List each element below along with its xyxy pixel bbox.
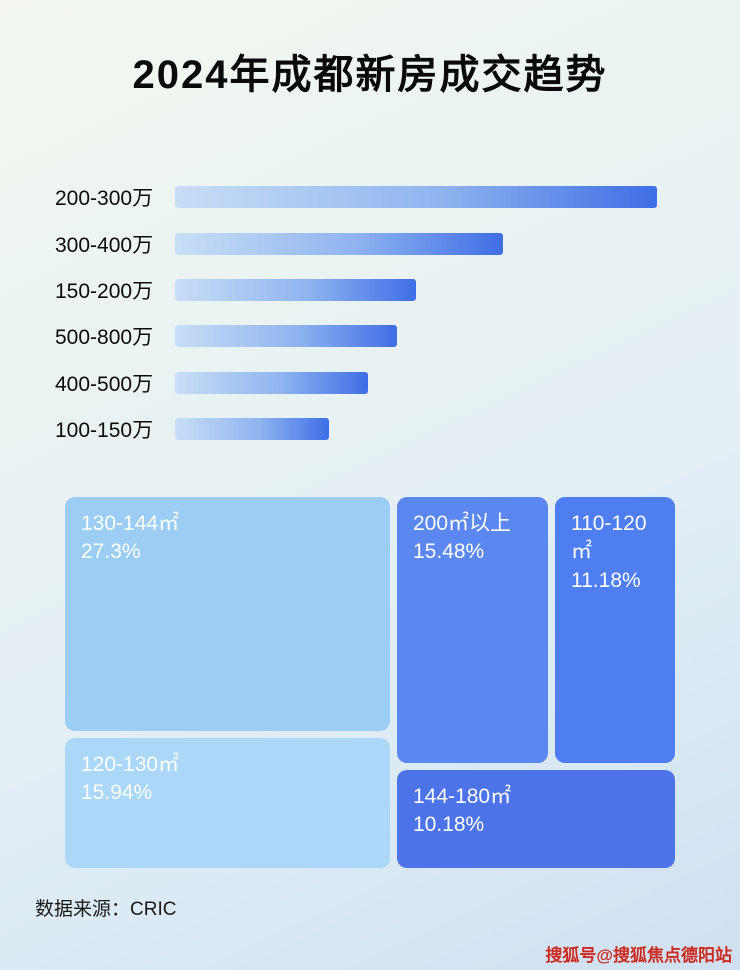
bar-label: 100-150万 (55, 419, 154, 443)
treemap-value: 27.3% (81, 540, 141, 564)
bar (175, 186, 657, 209)
bar-row: 150-200万 (55, 267, 695, 313)
treemap-block-120-130: 120-130㎡ 15.94% (65, 738, 390, 868)
bar-track (175, 186, 657, 209)
bar-label: 300-400万 (55, 233, 154, 257)
watermark: 搜狐号@搜狐焦点德阳站 (545, 946, 732, 965)
bar-label: 200-300万 (55, 187, 154, 211)
bar-label: 150-200万 (55, 279, 154, 303)
bar (175, 278, 416, 301)
bar-track (175, 371, 657, 394)
treemap-value: 15.94% (81, 781, 153, 805)
bar-label: 400-500万 (55, 372, 154, 396)
treemap-block-110-120: 110-120㎡ 11.18% (555, 497, 675, 763)
treemap-label: 120-130㎡ (81, 753, 180, 776)
bar-track (175, 278, 657, 301)
treemap-value: 10.18% (413, 813, 485, 837)
price-band-bar-chart: 200-300万 300-400万 150-200万 500-800万 400-… (55, 174, 695, 452)
bar (175, 418, 330, 441)
area-size-treemap: 130-144㎡ 27.3% 200㎡以上 15.48% 110-120㎡ 11… (65, 497, 675, 868)
bar-row: 300-400万 (55, 220, 695, 266)
data-source: 数据来源：CRIC (35, 899, 177, 920)
bar-label: 500-800万 (55, 326, 154, 350)
bar-row: 100-150万 (55, 406, 695, 452)
bar-row: 400-500万 (55, 360, 695, 406)
treemap-block-144-180: 144-180㎡ 10.18% (397, 770, 675, 868)
treemap-label: 200㎡以上 (413, 512, 512, 535)
bar-row: 200-300万 (55, 174, 695, 220)
treemap-value: 15.48% (413, 540, 485, 564)
treemap-label: 130-144㎡ (81, 512, 180, 535)
treemap-block-200-plus: 200㎡以上 15.48% (397, 497, 548, 763)
treemap-block-130-144: 130-144㎡ 27.3% (65, 497, 390, 731)
bar (175, 371, 368, 394)
bar-track (175, 418, 657, 441)
bar-track (175, 232, 657, 255)
treemap-label: 144-180㎡ (413, 785, 512, 808)
bar (175, 325, 397, 348)
treemap-value: 11.18% (571, 568, 641, 592)
page-title: 2024年成都新房成交趋势 (132, 53, 608, 97)
bar-track (175, 325, 657, 348)
bar-row: 500-800万 (55, 313, 695, 359)
treemap-label: 110-120㎡ (571, 512, 647, 564)
bar (175, 232, 503, 255)
